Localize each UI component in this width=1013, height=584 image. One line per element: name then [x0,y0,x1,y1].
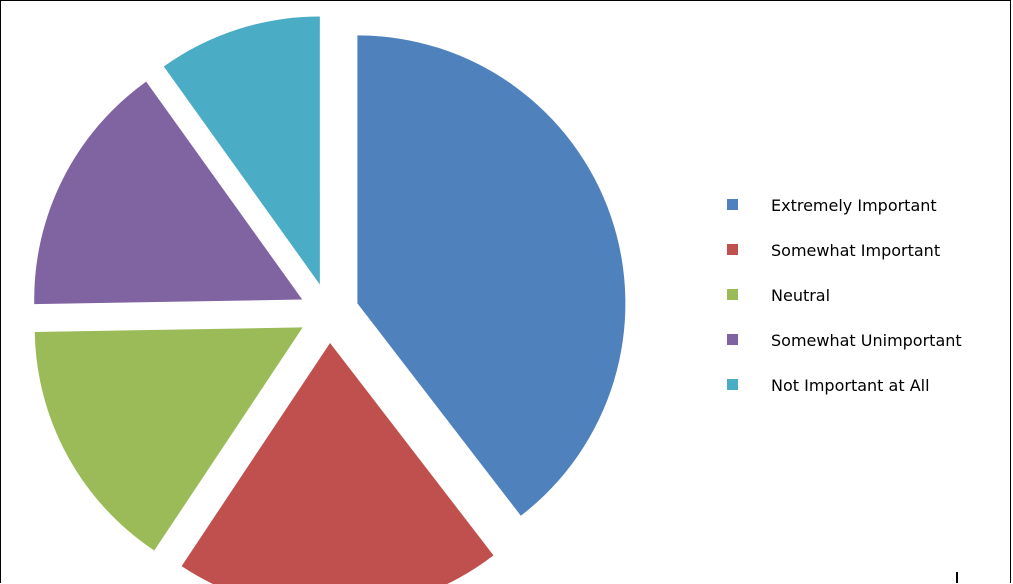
legend: Extremely Important Somewhat Important N… [727,197,1012,422]
pie-slice-2 [181,342,494,584]
legend-label: Neutral [771,286,831,305]
legend-item: Somewhat Unimportant [727,332,1012,377]
legend-item: Neutral [727,287,1012,332]
pie-slice-4 [34,81,303,305]
legend-swatch [727,289,738,300]
legend-swatch [727,199,738,210]
legend-swatch [727,379,738,390]
pie-slice-1 [357,35,626,516]
legend-label: Extremely Important [771,196,937,215]
legend-item: Somewhat Important [727,242,1012,287]
legend-label: Somewhat Important [771,241,941,260]
legend-label: Somewhat Unimportant [771,331,962,350]
edge-mark [956,572,958,583]
legend-label: Not Important at All [771,376,930,395]
legend-swatch [727,244,738,255]
pie-slice-3 [34,327,303,551]
legend-item: Extremely Important [727,197,1012,242]
pie-slice-5 [163,16,320,285]
legend-swatch [727,334,738,345]
legend-item: Not Important at All [727,377,1012,422]
